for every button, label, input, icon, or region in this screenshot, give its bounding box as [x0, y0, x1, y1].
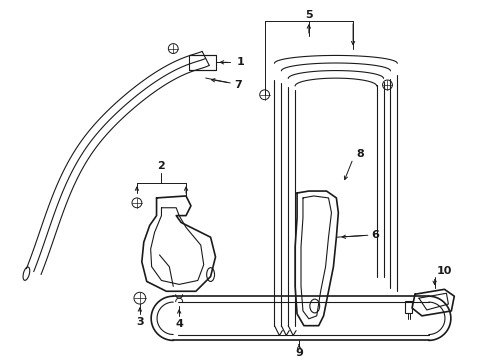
Text: 4: 4	[175, 319, 183, 329]
Text: 6: 6	[371, 230, 379, 240]
Text: 3: 3	[136, 317, 143, 327]
Bar	[188, 55, 216, 70]
Text: 2: 2	[157, 162, 165, 171]
Text: 7: 7	[234, 80, 242, 90]
Bar	[405, 301, 411, 313]
Text: 10: 10	[436, 266, 451, 276]
Text: 9: 9	[294, 348, 303, 358]
Text: 8: 8	[355, 149, 363, 159]
Text: 1: 1	[236, 57, 244, 67]
Text: 5: 5	[305, 10, 312, 20]
